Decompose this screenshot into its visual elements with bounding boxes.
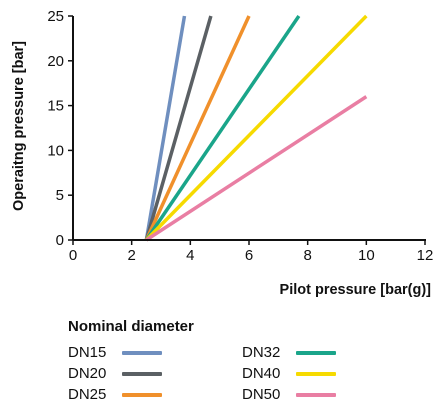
y-tick-label: 15: [47, 98, 64, 115]
legend-swatch-dn40: [296, 371, 336, 376]
legend-item-dn20: DN20: [68, 364, 162, 383]
legend-swatch-dn20: [122, 371, 162, 376]
y-tick-label: 20: [47, 53, 64, 70]
legend-item-dn40: DN40: [242, 364, 336, 383]
y-tick-label: 5: [56, 187, 64, 204]
x-tick-label: 10: [358, 247, 375, 264]
legend-swatch-dn32: [296, 350, 336, 355]
legend-swatch-dn25: [122, 392, 162, 397]
legend-item-dn15: DN15: [68, 343, 162, 362]
series-line-dn20: [144, 15, 213, 241]
series-layer: [144, 14, 368, 242]
legend-title: Nominal diameter: [68, 318, 194, 335]
tick-layer: 0 2 4 6 8 10 12 0 5 10 15 20 25: [47, 8, 433, 264]
legend-label-dn20: DN20: [68, 365, 107, 382]
x-tick-label: 0: [69, 247, 77, 264]
series-line-dn15: [144, 15, 187, 241]
y-tick-label: 10: [47, 142, 64, 159]
legend-item-dn50: DN50: [242, 385, 336, 404]
legend: Nominal diameter DN15 DN20 DN25 DN32 DN4…: [68, 318, 368, 408]
x-tick-label: 2: [127, 247, 135, 264]
series-line-dn25: [144, 15, 251, 241]
legend-swatch-dn15: [122, 350, 162, 355]
x-tick-label: 8: [303, 247, 311, 264]
y-tick-label: 25: [47, 8, 64, 25]
legend-swatch-dn50: [296, 392, 336, 397]
y-tick-label: 0: [56, 232, 64, 249]
series-line-dn40: [145, 14, 368, 242]
legend-item-dn25: DN25: [68, 385, 162, 404]
series-line-dn50: [145, 95, 368, 242]
x-tick-label: 6: [245, 247, 253, 264]
legend-label-dn50: DN50: [242, 386, 281, 403]
legend-label-dn32: DN32: [242, 344, 281, 361]
y-axis-title: Operaitng pressure [bar]: [11, 41, 27, 211]
x-tick-label: 4: [186, 247, 194, 264]
legend-label-dn25: DN25: [68, 386, 107, 403]
legend-item-dn32: DN32: [242, 343, 336, 362]
chart: 0 2 4 6 8 10 12 0 5 10 15 20 25 Pilot pressure [bar(…: [11, 8, 433, 298]
x-tick-label: 12: [417, 247, 434, 264]
legend-label-dn40: DN40: [242, 365, 281, 382]
x-axis-title: Pilot pressure [bar(g)]: [280, 282, 432, 298]
legend-label-dn15: DN15: [68, 344, 107, 361]
series-line-dn32: [144, 15, 301, 241]
